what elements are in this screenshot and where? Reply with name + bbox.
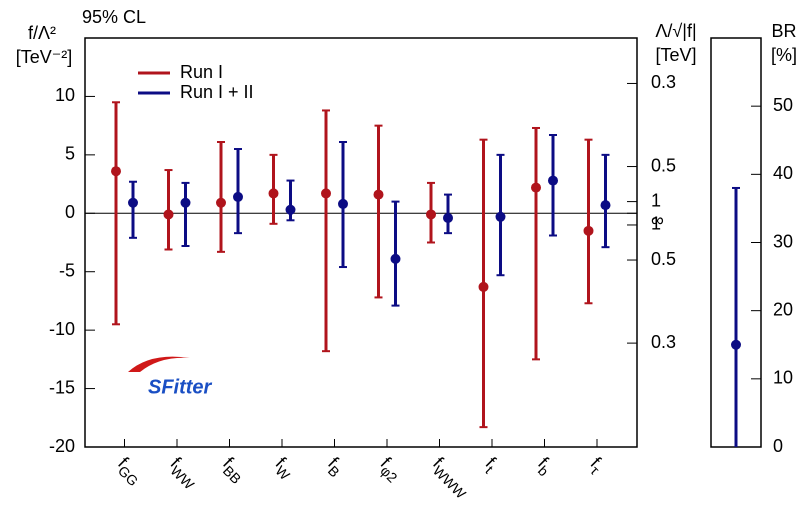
y-tick-label: 0	[65, 202, 75, 222]
point	[478, 281, 489, 292]
x-tick-label: fGG	[112, 453, 148, 489]
logo: SFitter	[148, 376, 213, 398]
x-tick-label: fφ2	[374, 453, 407, 486]
y-axis-label: f/Λ²	[28, 23, 56, 43]
y2-tick-label: 0.5	[651, 249, 676, 269]
x-tick-label: fWWW	[427, 453, 476, 502]
legend-label: Run I + II	[180, 82, 254, 102]
y-axis-unit: [TeV⁻²]	[16, 47, 73, 67]
point	[548, 175, 558, 186]
x-tick-label: fB	[322, 453, 349, 480]
point	[373, 189, 384, 200]
y2-axis-unit: [TeV]	[655, 45, 696, 65]
chart-title: 95% CL	[82, 7, 146, 27]
point	[443, 212, 453, 223]
point	[583, 225, 594, 236]
point	[731, 339, 741, 350]
point	[111, 166, 121, 177]
y-tick-label: -15	[49, 377, 75, 397]
y2-tick-label: ∞	[651, 210, 664, 230]
x-tick-label: fb	[532, 453, 558, 479]
y-tick-label: 5	[65, 144, 75, 164]
point	[600, 200, 611, 211]
point	[531, 182, 541, 193]
x-tick-label: fBB	[217, 453, 251, 487]
point	[128, 197, 138, 208]
x-tick-label: fW	[269, 453, 299, 483]
plot-frame	[84, 37, 638, 448]
br-tick-label: 20	[773, 299, 793, 319]
point	[426, 209, 436, 220]
x-tick-label: fWW	[164, 453, 204, 493]
point	[163, 209, 174, 220]
br-tick-label: 30	[773, 231, 793, 251]
br-axis-unit: [%]	[771, 45, 797, 65]
y2-tick-label: 1	[651, 190, 661, 210]
point	[495, 211, 506, 222]
x-tick-label: fτ	[584, 453, 609, 478]
point	[268, 188, 279, 199]
logo-swoosh	[128, 356, 190, 372]
y2-tick-label: 0.3	[651, 72, 676, 92]
y-tick-label: -20	[49, 436, 75, 456]
point	[321, 188, 331, 199]
y2-tick-label: 0.5	[651, 155, 676, 175]
br-tick-label: 10	[773, 368, 793, 388]
br-tick-label: 50	[773, 95, 793, 115]
point	[233, 191, 243, 202]
br-tick-label: 40	[773, 163, 793, 183]
point	[285, 204, 296, 215]
point	[390, 253, 401, 264]
y-tick-label: -10	[49, 319, 75, 339]
x-tick-label: ft	[479, 453, 502, 476]
point	[216, 197, 226, 208]
y2-tick-label: 1	[651, 214, 661, 234]
br-axis-label: BR	[771, 21, 796, 41]
point	[338, 198, 348, 209]
y-tick-label: -5	[59, 260, 75, 280]
br-tick-label: 0	[773, 436, 783, 456]
y2-axis-label: Λ/√|f|	[655, 21, 696, 41]
y-tick-label: 10	[55, 85, 75, 105]
legend-label: Run I	[180, 62, 223, 82]
point	[180, 197, 191, 208]
y2-tick-label: 0.3	[651, 332, 676, 352]
